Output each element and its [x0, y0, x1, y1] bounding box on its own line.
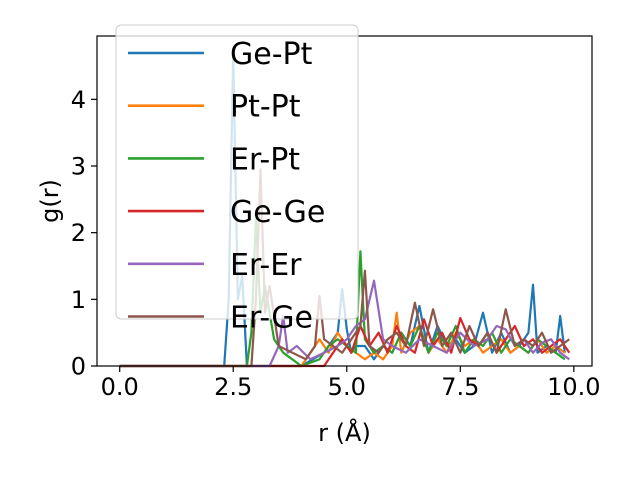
- x-tick-label: 0.0: [101, 373, 139, 401]
- legend-label-ge-pt: Ge-Pt: [230, 37, 313, 72]
- legend-label-ge-ge: Ge-Ge: [230, 195, 325, 230]
- x-tick-label: 2.5: [214, 373, 252, 401]
- y-axis-ticks: 0 1 2 3 4: [71, 86, 97, 381]
- series-line-er-ge: [119, 168, 570, 368]
- x-tick-label: 10.0: [547, 373, 600, 401]
- y-tick-label: 0: [71, 353, 86, 381]
- y-tick-label: 3: [71, 153, 86, 181]
- legend-label-er-er: Er-Er: [230, 248, 302, 283]
- y-tick-label: 2: [71, 219, 86, 247]
- legend: Ge-Pt Pt-Pt Er-Pt Ge-Ge Er-Er Er-Ge: [115, 24, 359, 336]
- legend-box: [115, 24, 359, 320]
- legend-label-pt-pt: Pt-Pt: [230, 90, 301, 125]
- x-tick-label: 7.5: [441, 373, 479, 401]
- y-axis-title: g(r): [36, 179, 64, 223]
- y-tick-label: 4: [71, 86, 86, 114]
- x-axis-title: r (Å): [318, 418, 371, 447]
- series-line-er-pt: [119, 218, 566, 368]
- x-tick-label: 5.0: [328, 373, 366, 401]
- x-axis-ticks: 0.0 2.5 5.0 7.5 10.0: [101, 366, 601, 401]
- y-tick-label: 1: [71, 286, 86, 314]
- legend-label-er-ge: Er-Ge: [230, 301, 313, 336]
- legend-label-er-pt: Er-Pt: [230, 142, 300, 177]
